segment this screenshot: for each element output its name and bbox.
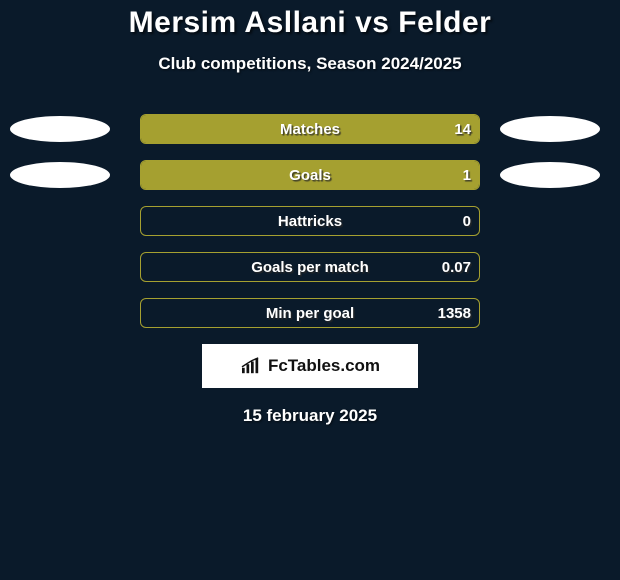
page-subtitle: Club competitions, Season 2024/2025 <box>0 54 620 74</box>
stat-bar: Goals1 <box>140 160 480 190</box>
bar-fill-right <box>141 115 479 143</box>
stat-label: Hattricks <box>141 207 479 236</box>
bar-fill-right <box>141 161 479 189</box>
stat-bar: Min per goal1358 <box>140 298 480 328</box>
date-text: 15 february 2025 <box>0 406 620 426</box>
brand-box: FcTables.com <box>202 344 418 388</box>
stat-value-right: 0.07 <box>442 253 471 282</box>
avatar-right <box>500 116 600 142</box>
stat-label: Goals per match <box>141 253 479 282</box>
vs-infographic: Mersim Asllani vs Felder Club competitio… <box>0 0 620 580</box>
stat-row: Goals per match0.07 <box>0 252 620 282</box>
stat-row: Hattricks0 <box>0 206 620 236</box>
avatar-right <box>500 162 600 188</box>
stat-bar: Hattricks0 <box>140 206 480 236</box>
avatar-left <box>10 162 110 188</box>
stat-row: Min per goal1358 <box>0 298 620 328</box>
brand-text: FcTables.com <box>268 356 380 376</box>
avatar-left <box>10 116 110 142</box>
stat-value-right: 1358 <box>438 299 471 328</box>
stat-label: Min per goal <box>141 299 479 328</box>
page-title: Mersim Asllani vs Felder <box>0 6 620 40</box>
stat-row: Goals1 <box>0 160 620 190</box>
stat-bar: Matches14 <box>140 114 480 144</box>
stat-rows: Matches14 Goals1 Hattricks0 Goals per match… <box>0 114 620 328</box>
stat-row: Matches14 <box>0 114 620 144</box>
stat-value-right: 0 <box>463 207 471 236</box>
chart-icon <box>240 357 262 375</box>
stat-bar: Goals per match0.07 <box>140 252 480 282</box>
